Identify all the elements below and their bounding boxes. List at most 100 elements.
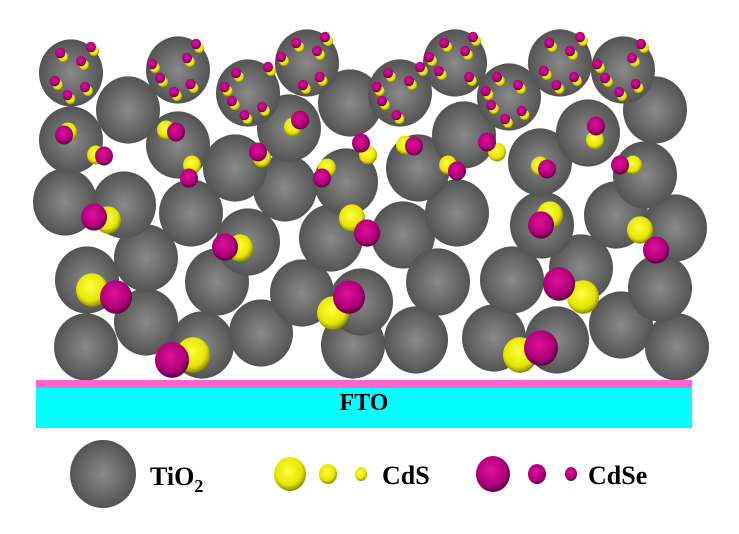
cdse-quantum-dot <box>611 155 629 175</box>
cdse-quantum-dot <box>433 65 444 77</box>
cdse-quantum-dot <box>377 95 387 107</box>
cdse-quantum-dot <box>614 86 624 98</box>
tio2-particle <box>425 179 489 247</box>
cdse-quantum-dot <box>460 45 470 57</box>
cdse-quantum-dot <box>513 79 523 91</box>
cdse-quantum-dot <box>312 45 322 57</box>
tio2-particle <box>556 99 620 167</box>
tio2-particle <box>628 254 692 322</box>
cdse-quantum-dot <box>516 105 527 117</box>
cdse-quantum-dot <box>257 101 267 113</box>
cdse-quantum-dot <box>404 75 414 87</box>
cdse-quantum-dot <box>212 233 238 261</box>
cds-quantum-dot <box>586 130 604 150</box>
tio2-particle <box>318 69 382 137</box>
cdse-quantum-dot <box>630 78 641 90</box>
cdse-quantum-dot <box>95 146 113 166</box>
tio2-particle <box>371 201 435 269</box>
cds-quantum-dot <box>76 273 108 307</box>
cdse-quantum-dot <box>439 37 450 49</box>
cdse-quantum-dot <box>391 109 402 121</box>
legend: TiO2 CdS CdSe <box>70 440 647 508</box>
tio2-particle <box>406 248 470 316</box>
cdse-quantum-dot <box>538 65 549 77</box>
legend-cdse-medium-dot <box>528 464 546 484</box>
legend-cds-small-dot <box>355 467 367 481</box>
interface-layer <box>36 380 692 388</box>
legend-cds-label: CdS <box>382 461 430 490</box>
cdse-quantum-dot <box>371 81 382 93</box>
cdse-quantum-dot <box>155 72 165 84</box>
cdse-quantum-dot <box>627 52 637 64</box>
tio2-particle <box>253 154 317 222</box>
cdse-quantum-dot <box>76 55 86 67</box>
cdse-quantum-dot <box>185 78 196 90</box>
cdse-quantum-dot <box>80 81 90 93</box>
cdse-quantum-dot <box>313 168 331 188</box>
cdse-quantum-dot <box>544 37 555 49</box>
cdse-quantum-dot <box>600 72 610 84</box>
cdse-quantum-dot <box>551 79 562 91</box>
tio2-particle <box>146 111 210 179</box>
tio2-particle <box>480 246 544 314</box>
tio2-particle <box>54 313 118 381</box>
tio2-particle <box>96 76 160 144</box>
tio2-particle <box>33 168 97 236</box>
cdse-quantum-dot <box>538 159 556 179</box>
cdse-quantum-dot <box>486 99 496 111</box>
cdse-quantum-dot <box>62 89 73 101</box>
cdse-quantum-dot <box>643 236 669 264</box>
cdse-quantum-dot <box>169 86 179 98</box>
cdse-quantum-dot <box>352 133 370 153</box>
cdse-quantum-dot <box>86 41 96 53</box>
cdse-quantum-dot <box>147 58 157 70</box>
cdse-quantum-dot <box>565 45 575 57</box>
cdse-quantum-dot <box>55 47 66 59</box>
legend-cdse-small-dot <box>565 467 577 481</box>
tio2-particle <box>159 179 223 247</box>
cdse-quantum-dot <box>231 67 241 79</box>
cdse-quantum-dot <box>636 38 646 50</box>
cdse-quantum-dot <box>383 67 393 79</box>
cdse-quantum-dot <box>182 52 192 64</box>
tio2-particle <box>114 288 178 356</box>
tio2-particle <box>645 313 709 381</box>
legend-cdse-large-dot <box>476 456 510 492</box>
cdse-quantum-dot <box>167 122 185 142</box>
particle-film <box>33 29 709 381</box>
cdse-quantum-dot <box>249 142 267 162</box>
legend-tio2-label: TiO2 <box>150 462 203 496</box>
cdse-quantum-dot <box>276 51 286 63</box>
cdse-quantum-dot <box>55 125 73 145</box>
cdse-quantum-dot <box>524 330 558 366</box>
cdse-quantum-dot <box>405 136 423 156</box>
cdse-quantum-dot <box>291 37 302 49</box>
cds-quantum-dot <box>624 155 642 175</box>
legend-cdse-label: CdSe <box>588 461 647 490</box>
cdse-quantum-dot <box>528 211 554 239</box>
cds-quantum-dot <box>627 216 653 244</box>
tio2-particle <box>229 299 293 367</box>
cdse-quantum-dot <box>543 267 575 301</box>
cdse-quantum-dot <box>180 168 198 188</box>
cdse-quantum-dot <box>333 280 365 314</box>
cdse-quantum-dot <box>239 109 250 121</box>
cdse-quantum-dot <box>354 219 380 247</box>
cds-quantum-dot <box>567 280 599 314</box>
cdse-quantum-dot <box>191 38 201 50</box>
cdse-quantum-dot <box>492 71 502 83</box>
cdse-quantum-dot <box>569 71 579 83</box>
cdse-quantum-dot <box>468 31 478 43</box>
fto-label: FTO <box>340 390 389 416</box>
cdse-quantum-dot <box>320 31 330 43</box>
cdse-quantum-dot <box>575 31 585 43</box>
cdse-quantum-dot <box>263 61 273 73</box>
cdse-quantum-dot <box>415 61 425 73</box>
tio2-particle <box>384 306 448 374</box>
cdse-quantum-dot <box>219 81 230 93</box>
tio2-particle <box>432 101 496 169</box>
cdse-quantum-dot <box>49 75 60 87</box>
cdse-quantum-dot <box>464 71 474 83</box>
cdse-quantum-dot <box>291 110 309 130</box>
